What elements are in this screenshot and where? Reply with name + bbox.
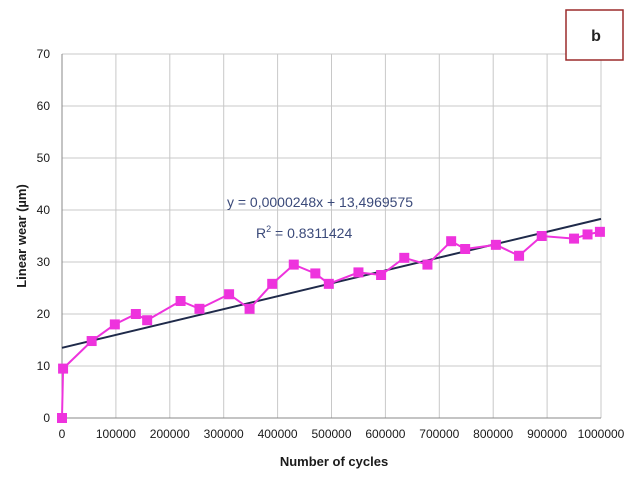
data-point-marker	[109, 319, 120, 330]
data-point-marker	[569, 233, 580, 244]
series-group	[57, 226, 605, 423]
x-tick-label: 700000	[419, 427, 459, 441]
r-squared-prefix: R	[256, 225, 266, 241]
y-tick-label: 0	[43, 411, 50, 425]
axes	[61, 54, 601, 419]
data-point-marker	[194, 303, 205, 314]
r-squared-label: R2 = 0.8311424	[256, 224, 352, 241]
data-point-marker	[142, 315, 153, 326]
data-point-marker	[460, 244, 471, 254]
data-point-marker	[376, 270, 387, 280]
y-tick-label: 40	[37, 203, 51, 217]
x-tick-label: 800000	[473, 427, 513, 441]
data-point-marker	[323, 278, 334, 289]
y-tick-label: 50	[37, 151, 51, 165]
data-point-marker	[514, 250, 525, 261]
x-tick-label: 100000	[96, 427, 136, 441]
data-point-marker	[224, 289, 235, 300]
y-tick-label: 20	[37, 307, 51, 321]
x-tick-label: 1000000	[578, 427, 625, 441]
x-tick-label: 300000	[204, 427, 244, 441]
y-tick-label: 10	[37, 359, 51, 373]
data-point-marker	[175, 296, 186, 306]
data-point-marker	[490, 239, 501, 250]
data-point-marker	[594, 226, 605, 237]
data-point-marker	[422, 259, 433, 270]
data-point-marker	[58, 363, 69, 374]
y-tick-label: 30	[37, 255, 51, 269]
r-squared-superscript: 2	[266, 224, 271, 234]
data-point-marker	[536, 231, 547, 241]
x-tick-label: 500000	[311, 427, 351, 441]
y-tick-label: 60	[37, 99, 51, 113]
data-point-marker	[267, 278, 278, 289]
panel-label-box	[565, 9, 624, 61]
x-axis-title: Number of cycles	[280, 454, 388, 469]
data-point-marker	[130, 309, 141, 319]
trendline-equation: y = 0,0000248x + 13,4969575	[227, 194, 413, 210]
x-tick-label: 0	[59, 427, 66, 441]
data-point-marker	[86, 336, 97, 347]
panel-label: b	[591, 28, 601, 45]
y-axis-title: Linear wear (µm)	[14, 184, 29, 288]
data-point-marker	[446, 236, 457, 247]
x-tick-label: 400000	[258, 427, 298, 441]
y-tick-label: 70	[37, 47, 51, 61]
data-point-marker	[57, 413, 67, 423]
x-tick-label: 900000	[527, 427, 567, 441]
data-point-marker	[310, 268, 321, 279]
data-point-marker	[244, 303, 255, 314]
r-squared-value: = 0.8311424	[271, 225, 352, 241]
data-point-marker	[353, 267, 364, 278]
tick-labels: 0 100000 200000 300000 400000 500000 600000 700…	[37, 47, 625, 441]
data-point-marker	[288, 259, 299, 270]
x-tick-label: 600000	[365, 427, 405, 441]
data-point-marker	[399, 252, 410, 263]
data-point-marker	[582, 229, 593, 240]
x-tick-label: 200000	[150, 427, 190, 441]
